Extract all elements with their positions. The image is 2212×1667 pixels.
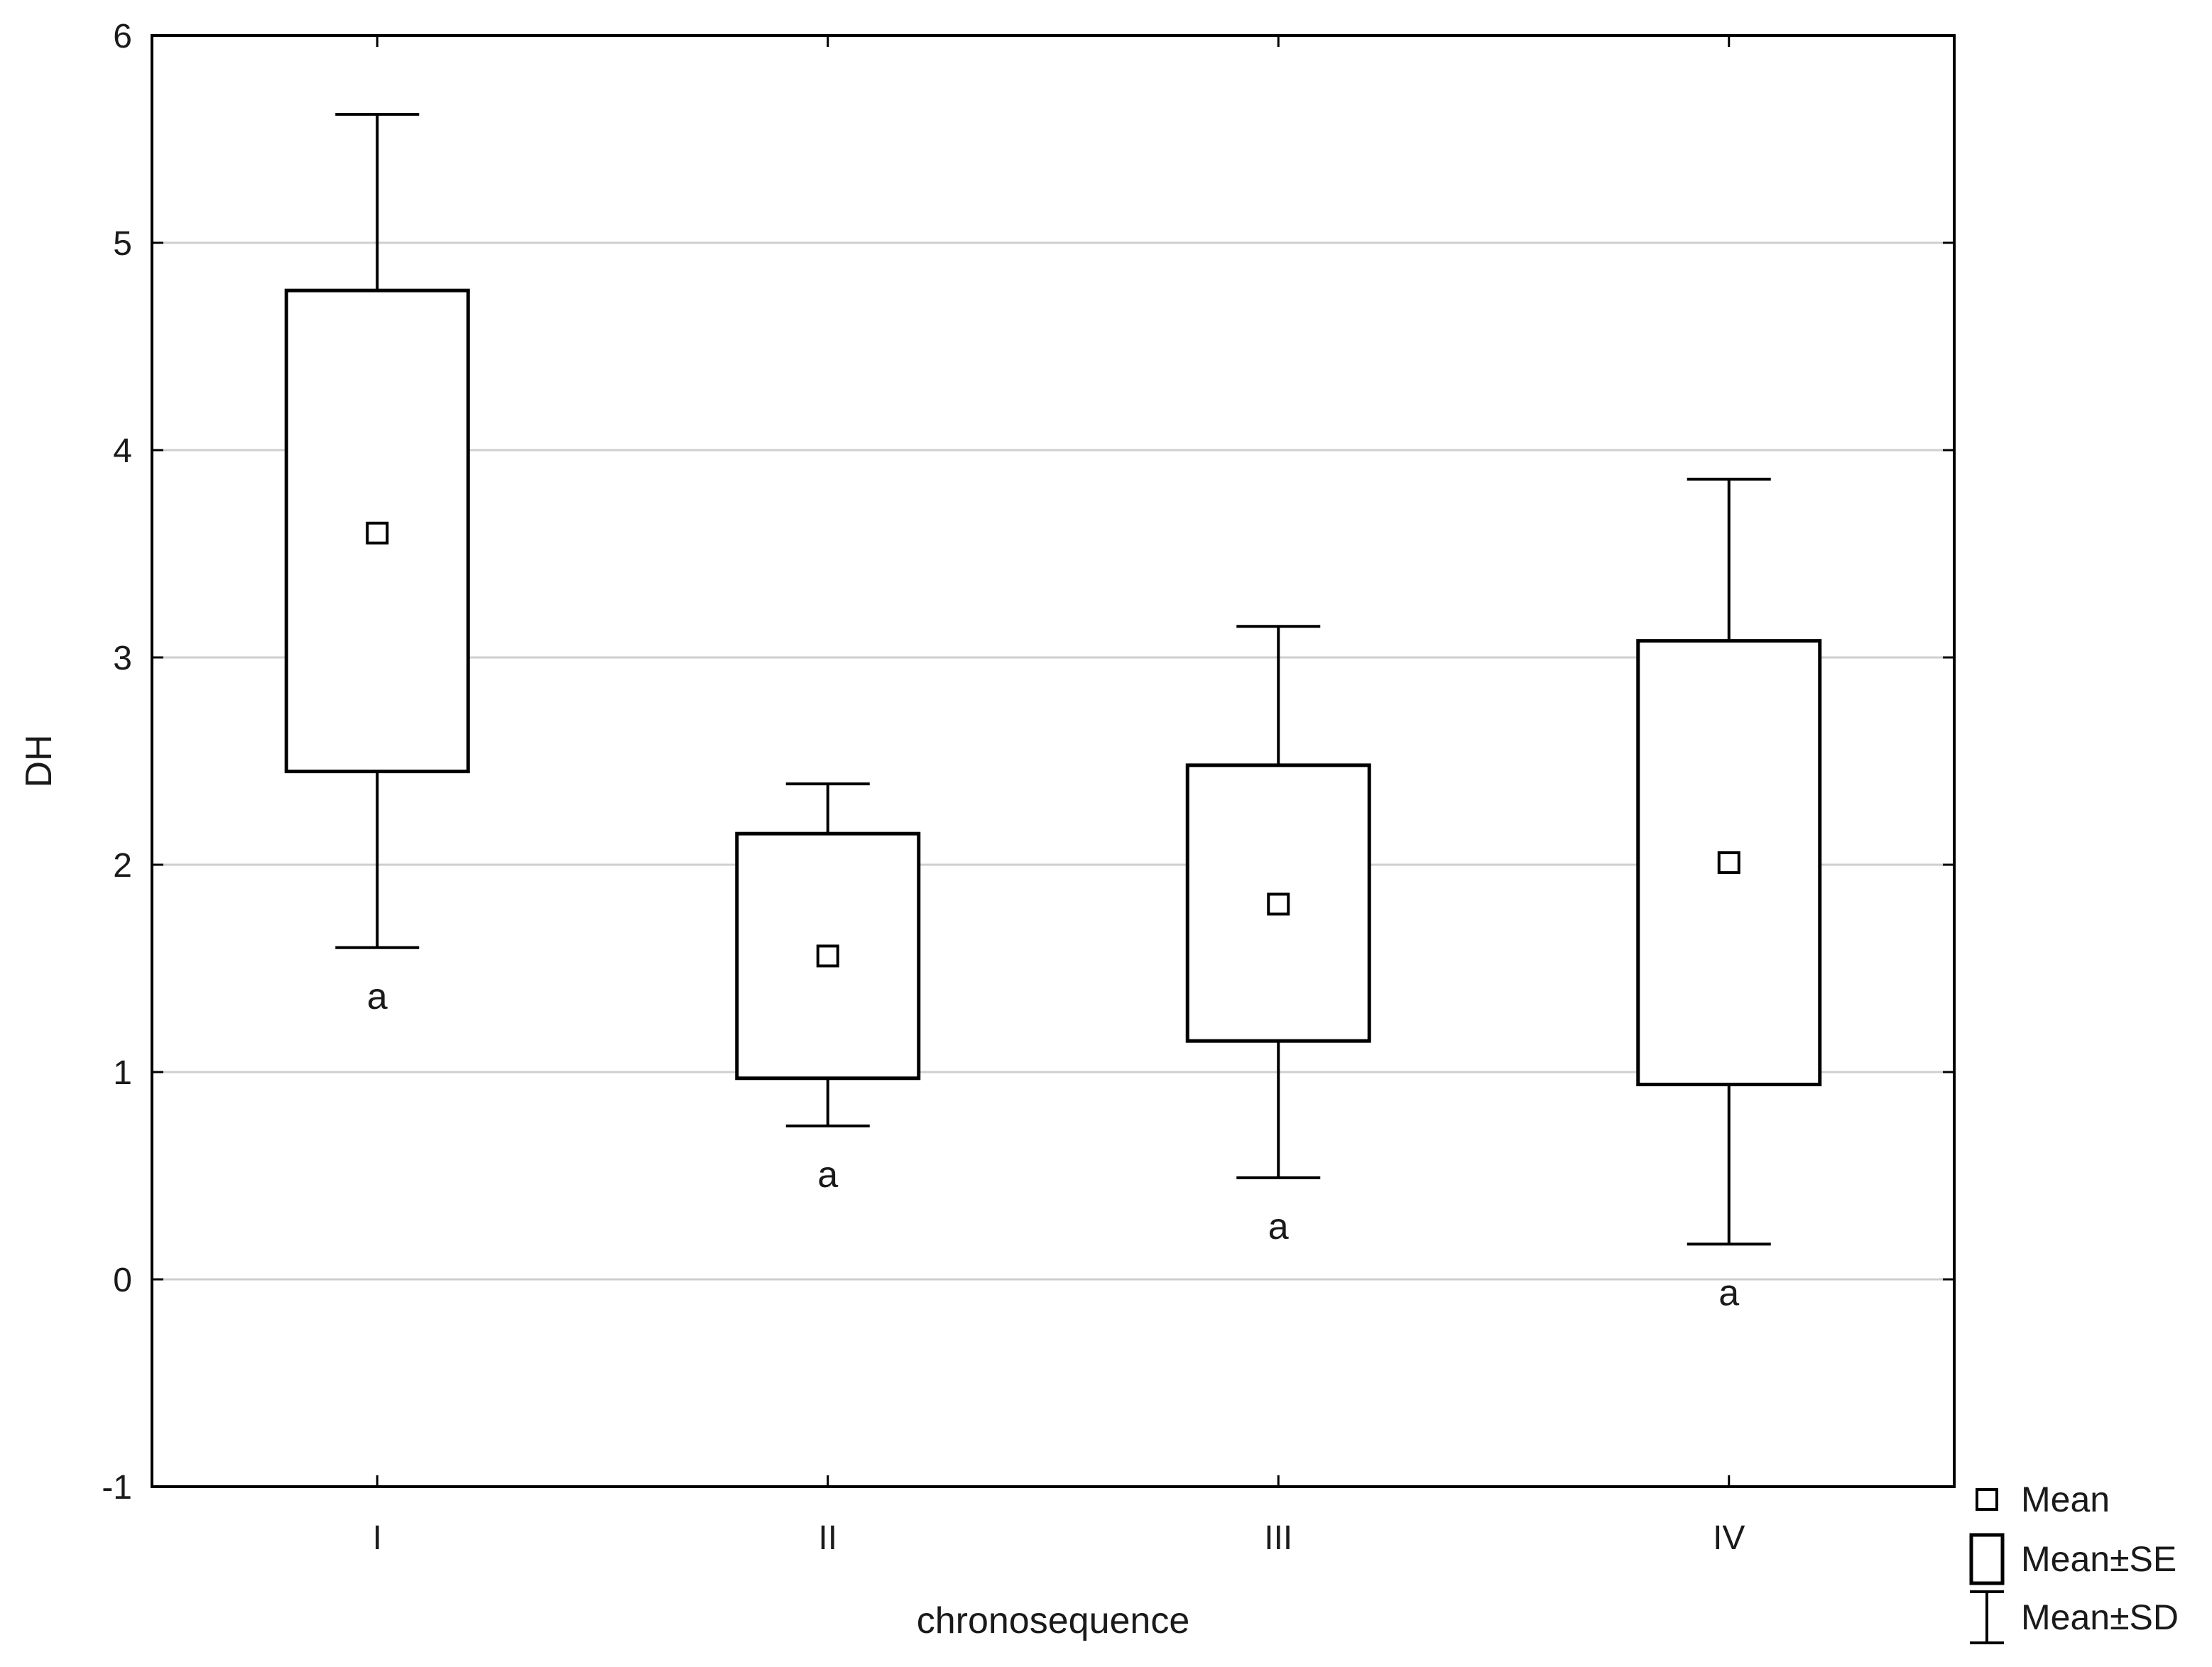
x-tick-label: II: [818, 1519, 837, 1557]
group-label: a: [1268, 1206, 1289, 1247]
y-tick-label: 5: [113, 225, 132, 263]
x-tick-label: III: [1264, 1519, 1292, 1557]
mean-marker: [1267, 892, 1290, 916]
y-tick-label: -1: [102, 1469, 132, 1507]
box-group-III: a: [1185, 625, 1371, 1247]
group-label: a: [1718, 1272, 1739, 1313]
mean-marker: [1717, 851, 1740, 875]
legend: Mean Mean±SE Mean±SD: [1969, 1480, 2179, 1644]
y-tick-label: 1: [113, 1054, 132, 1092]
box-group-I: a: [284, 112, 470, 1017]
plot-frame: [151, 34, 1956, 1488]
legend-label-mean: Mean: [2021, 1480, 2110, 1519]
y-tick-label: 6: [113, 18, 132, 55]
x-tick-label: I: [373, 1519, 382, 1557]
legend-label-se: Mean±SE: [2021, 1539, 2176, 1579]
x-axis: I II III IV: [373, 35, 1745, 1557]
mean-marker: [816, 944, 839, 968]
group-label: a: [817, 1154, 838, 1196]
y-axis-title: DH: [18, 734, 60, 787]
y-tick-label: 2: [113, 847, 132, 885]
y-tick-label: 0: [113, 1262, 132, 1299]
legend-mean-symbol: [1976, 1488, 1998, 1511]
legend-label-sd: Mean±SD: [2021, 1597, 2179, 1637]
group-label: a: [367, 976, 388, 1017]
box-group-II: a: [735, 782, 921, 1196]
box-group-IV: a: [1636, 477, 1822, 1313]
y-axis: -1 0 1 2 3 4 5 6: [102, 18, 1954, 1507]
y-tick-label: 4: [113, 432, 132, 470]
x-axis-title: chronosequence: [917, 1600, 1190, 1641]
x-tick-label: IV: [1713, 1519, 1745, 1557]
legend-sd-symbol: [1970, 1590, 2004, 1644]
legend-se-symbol: [1969, 1533, 2005, 1585]
y-tick-label: 3: [113, 640, 132, 677]
box-plot-series: a a a a: [284, 112, 1822, 1313]
mean-marker: [366, 521, 389, 545]
